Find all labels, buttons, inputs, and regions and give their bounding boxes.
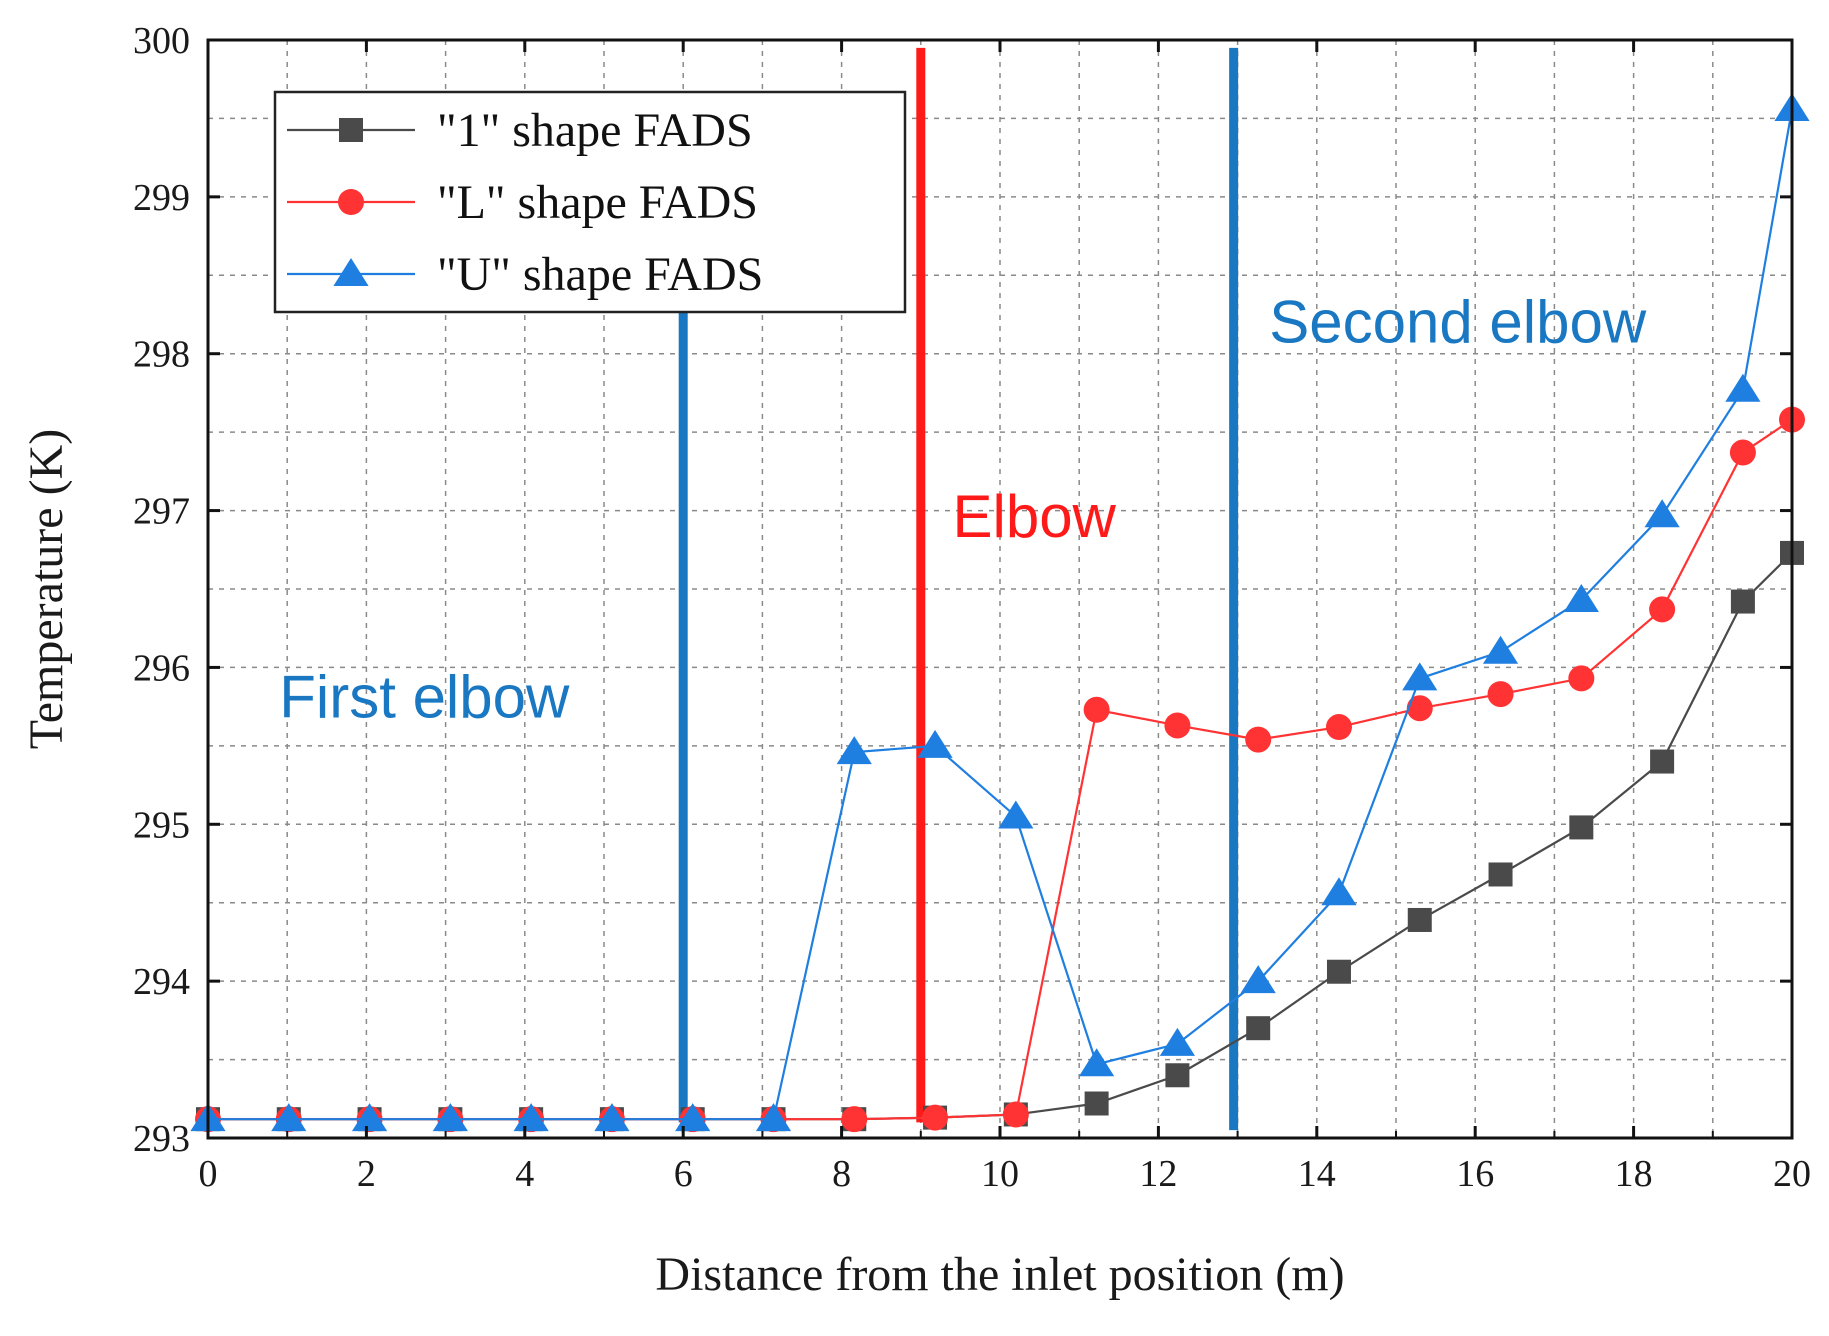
- data-point: [1245, 726, 1272, 753]
- data-point: [1325, 714, 1352, 741]
- data-point: [755, 1103, 792, 1132]
- legend: "1" shape FADS "L" shape FADS "U" shape FA…: [273, 90, 907, 314]
- legend-label: "1" shape FADS: [437, 104, 753, 157]
- data-point: [1649, 596, 1676, 623]
- data-point: [675, 1103, 711, 1132]
- data-point: [1407, 907, 1432, 932]
- x-tick-label: 12: [1139, 1153, 1177, 1195]
- y-tick-label: 295: [133, 804, 190, 846]
- elbow-label: Elbow: [952, 483, 1116, 550]
- legend-label: "U" shape FADS: [437, 248, 763, 301]
- data-point: [1246, 1016, 1271, 1041]
- x-tick-label: 18: [1615, 1153, 1653, 1195]
- data-point: [1164, 712, 1191, 739]
- x-tick-label: 2: [357, 1153, 376, 1195]
- x-tick-label: 20: [1773, 1153, 1811, 1195]
- reference-lines: [678, 47, 1239, 1131]
- data-point: [1326, 959, 1351, 984]
- legend-marker: [339, 118, 363, 142]
- data-point: [1240, 965, 1276, 994]
- data-point: [841, 1106, 868, 1133]
- data-point: [1725, 373, 1761, 402]
- y-tick-label: 300: [133, 20, 190, 62]
- data-point: [998, 800, 1034, 829]
- legend-item: "L" shape FADS: [287, 176, 758, 229]
- data-point: [1079, 1048, 1115, 1077]
- data-point: [513, 1103, 549, 1132]
- x-tick-label: 16: [1456, 1153, 1494, 1195]
- y-tick-label: 299: [133, 177, 190, 219]
- legend-item: "U" shape FADS: [287, 248, 763, 301]
- data-point: [1159, 1027, 1196, 1056]
- data-point: [1165, 1063, 1190, 1088]
- x-tick-label: 4: [515, 1153, 534, 1195]
- data-point: [1084, 1091, 1109, 1116]
- data-point: [1650, 749, 1675, 774]
- x-tick-label: 10: [981, 1153, 1019, 1195]
- data-point: [1644, 499, 1680, 528]
- data-point: [1488, 862, 1513, 887]
- data-point: [1568, 665, 1595, 692]
- legend-item: "1" shape FADS: [287, 104, 753, 157]
- data-point: [1569, 815, 1594, 840]
- data-point: [1730, 589, 1755, 614]
- x-tick-label: 8: [832, 1153, 851, 1195]
- y-tick-label: 297: [133, 491, 190, 533]
- data-point: [1402, 662, 1438, 691]
- data-point: [351, 1103, 388, 1132]
- y-tick-label: 296: [133, 647, 190, 689]
- data-point: [917, 729, 953, 758]
- y-tick-label: 293: [133, 1118, 190, 1160]
- x-axis-title: Distance from the inlet position (m): [655, 1248, 1344, 1301]
- y-tick-label: 294: [133, 961, 190, 1003]
- y-axis-title: Temperature (K): [20, 429, 73, 749]
- y-tick-label: 298: [133, 334, 190, 376]
- first-elbow-label: First elbow: [279, 664, 570, 731]
- legend-label: "L" shape FADS: [437, 176, 758, 229]
- second-elbow-label: Second elbow: [1269, 289, 1647, 356]
- legend-marker: [333, 258, 369, 286]
- x-tick-label: 14: [1298, 1153, 1336, 1195]
- x-tick-label: 0: [199, 1153, 218, 1195]
- data-point: [1002, 1101, 1029, 1128]
- axis-ticks: 0 2 4 6 8 10 12 14 16 18 20 293 294 295 296 297 298 299 30…: [133, 20, 1811, 1195]
- data-point: [271, 1103, 307, 1132]
- annotations: First elbow Elbow Second elbow: [279, 289, 1647, 731]
- data-point: [1321, 877, 1357, 906]
- x-tick-label: 6: [674, 1153, 693, 1195]
- data-point: [922, 1104, 949, 1131]
- data-point: [836, 736, 872, 765]
- data-point: [1487, 681, 1514, 708]
- data-point: [1729, 439, 1756, 466]
- data-point: [1563, 583, 1599, 612]
- data-point: [1083, 696, 1110, 723]
- data-point: [432, 1103, 468, 1132]
- data-point: [1482, 635, 1519, 664]
- data-point: [594, 1103, 630, 1132]
- legend-marker: [338, 189, 364, 215]
- data-point: [1406, 695, 1433, 722]
